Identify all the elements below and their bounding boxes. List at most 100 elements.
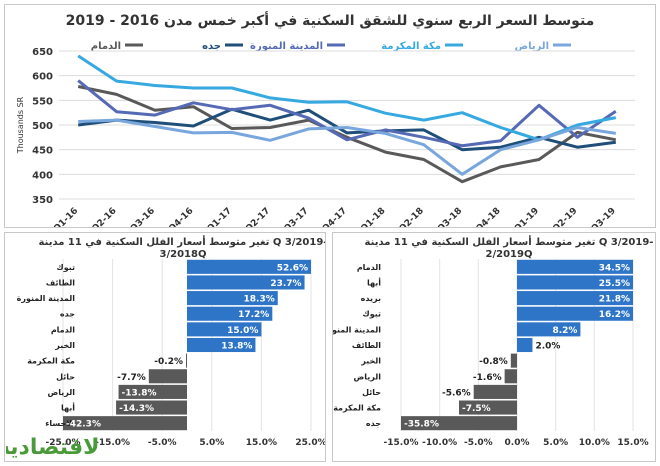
x-tick-label: Q3-19: [590, 206, 618, 227]
series-line: [77, 85, 617, 184]
value-label: 16.2%: [599, 310, 630, 320]
chart-title: 3/2018Q: [160, 249, 207, 260]
x-tick-label: 15.0%: [617, 438, 648, 448]
category-label: بريده: [361, 294, 381, 303]
x-tick-label: Q3-16: [129, 206, 157, 227]
newspaper-logo: الاقتصادية: [0, 430, 107, 462]
villa-change-annual-panel: تغير متوسط أسعار الفلل السكنية في 11 مدي…: [4, 232, 328, 462]
category-label: مكة المكرمة: [333, 404, 381, 413]
x-tick-label: 25.0%: [295, 438, 325, 448]
chart-title: تغير متوسط أسعار الفلل السكنية في 11 مدي…: [39, 235, 325, 248]
series-line: [77, 54, 617, 142]
bar: [517, 337, 533, 353]
y-axis-label: Thousands SR: [16, 96, 25, 154]
x-tick-label: Q1-16: [52, 206, 80, 227]
value-label: -13.8%: [122, 388, 157, 398]
x-tick-label: Q1-17: [206, 206, 234, 227]
bar: [186, 353, 188, 368]
bar: [510, 353, 517, 368]
value-label: 15.0%: [227, 326, 258, 336]
x-tick-label: Q2-16: [90, 206, 118, 227]
x-tick-label: Q2-19: [551, 206, 579, 227]
logo-text: الاقتصادية: [6, 435, 98, 460]
legend-label: مكة المكرمة: [381, 41, 441, 52]
line-chart: متوسط السعر الربع سنوي للشقق السكنية في …: [16, 11, 635, 234]
x-tick-label: -15.0%: [384, 438, 419, 448]
value-label: 34.5%: [599, 263, 630, 273]
value-label: 18.3%: [244, 295, 275, 305]
series-line: [78, 118, 617, 176]
category-label: الخبر: [54, 341, 75, 350]
bar: [187, 275, 305, 290]
category-label: الرياض: [48, 388, 76, 398]
category-label: حائل: [362, 388, 381, 397]
x-tick-label: 5.0%: [543, 438, 568, 448]
category-label: الطائف: [46, 278, 75, 287]
category-label: تبوك: [362, 310, 381, 319]
value-label: 8.2%: [552, 326, 577, 336]
bar: [116, 400, 187, 415]
value-label: -0.8%: [479, 357, 508, 367]
category-label: الدمام: [51, 325, 75, 334]
value-label: 21.8%: [599, 295, 630, 305]
x-tick-label: 10.0%: [579, 438, 610, 448]
x-tick-label: Q1-19: [513, 206, 541, 227]
value-label: 52.6%: [277, 263, 308, 273]
bar: [473, 384, 517, 399]
bar: [187, 337, 256, 353]
bar: [517, 259, 633, 274]
bar: [187, 291, 278, 306]
x-tick-label: Q3-17: [282, 206, 310, 227]
x-tick-label: 15.0%: [246, 438, 277, 448]
line-chart-panel: متوسط السعر الربع سنوي للشقق السكنية في …: [4, 4, 656, 234]
category-label: الاحساء: [45, 419, 75, 428]
value-label: 13.8%: [221, 342, 252, 352]
x-tick-label: Q2-18: [398, 206, 426, 227]
y-tick-label: 450: [32, 146, 53, 157]
villa-change-annual-chart: تغير متوسط أسعار الفلل السكنية في 11 مدي…: [17, 235, 328, 448]
value-label: -1.6%: [473, 373, 502, 383]
value-label: -7.7%: [117, 373, 146, 383]
category-label: مكة المكرمة: [27, 357, 75, 366]
category-label: الرياض: [354, 372, 382, 382]
x-tick-label: Q3-18: [436, 206, 464, 227]
category-label: الدمام: [357, 263, 381, 272]
x-tick-label: Q2-17: [244, 206, 272, 227]
legend-label: الدمام: [91, 41, 121, 52]
chart-title: 2/2019Q: [486, 249, 533, 260]
value-label: 23.7%: [270, 279, 301, 289]
x-tick-label: -10.0%: [422, 438, 457, 448]
bar: [187, 322, 262, 337]
chart-title: تغير متوسط أسعار الفلل السكنية في 11 مدي…: [365, 235, 654, 248]
x-tick-label: -5.0%: [148, 438, 177, 448]
value-label: -14.3%: [119, 404, 154, 414]
category-label: الطائف: [352, 341, 381, 350]
bar: [517, 291, 633, 306]
value-label: -7.5%: [462, 404, 491, 414]
legend-label: المدينة المنورة: [250, 41, 323, 52]
value-label: 25.5%: [599, 279, 630, 289]
bar: [517, 275, 633, 290]
bar: [459, 400, 517, 415]
value-label: -35.8%: [404, 420, 439, 430]
y-tick-label: 600: [32, 72, 53, 83]
bar: [118, 384, 187, 399]
category-label: المدينة المنورة: [333, 325, 381, 334]
villa-change-quarterly-chart: تغير متوسط أسعار الفلل السكنية في 11 مدي…: [323, 235, 654, 448]
bar: [148, 369, 187, 384]
bar: [63, 416, 187, 431]
category-label: أبها: [61, 403, 75, 413]
value-label: -42.3%: [66, 420, 101, 430]
category-label: المدينة المنورة: [17, 294, 76, 303]
x-tick-label: -25.0%: [46, 438, 81, 448]
y-tick-label: 400: [32, 170, 53, 181]
x-tick-label: Q4-17: [321, 206, 349, 227]
series-line: [78, 107, 616, 152]
value-label: 2.0%: [535, 342, 560, 352]
category-label: حائل: [56, 372, 75, 381]
bar: [517, 306, 633, 321]
y-tick-label: 650: [32, 47, 53, 58]
x-tick-label: 5.0%: [199, 438, 224, 448]
bar: [517, 322, 581, 337]
y-tick-label: 550: [32, 96, 53, 107]
